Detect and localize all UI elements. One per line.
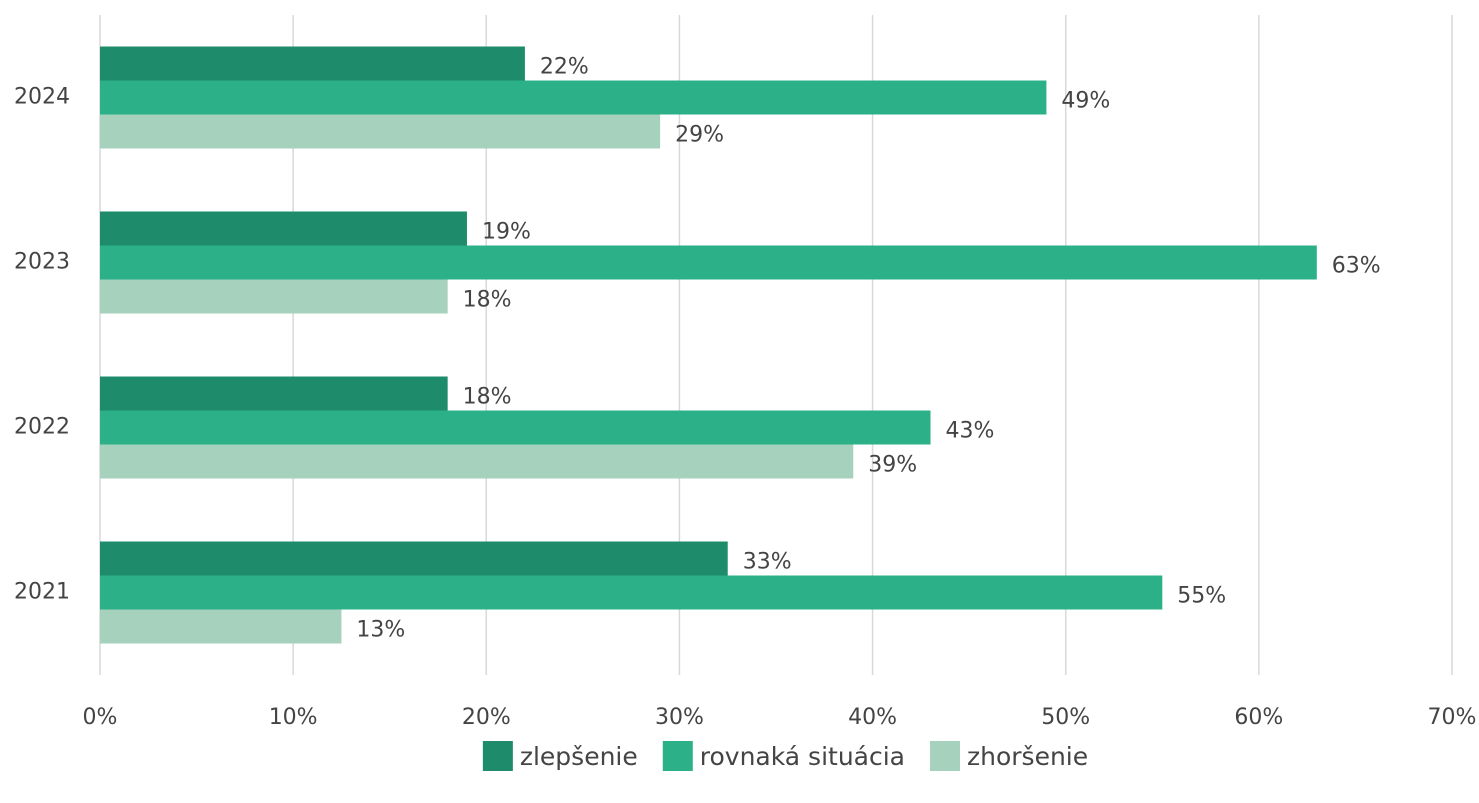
legend-swatch bbox=[930, 741, 961, 771]
data-label: 18% bbox=[463, 385, 512, 410]
bar bbox=[100, 410, 931, 445]
bar bbox=[100, 245, 1317, 280]
x-tick-label: 30% bbox=[655, 705, 704, 730]
bar bbox=[100, 211, 467, 246]
x-tick-label: 50% bbox=[1041, 705, 1090, 730]
data-label: 19% bbox=[482, 220, 531, 245]
bar bbox=[100, 575, 1163, 610]
bar bbox=[100, 279, 448, 314]
bar bbox=[100, 444, 854, 479]
x-tick-label: 0% bbox=[83, 705, 118, 730]
data-label: 63% bbox=[1332, 254, 1381, 279]
bar bbox=[100, 609, 342, 644]
data-label: 55% bbox=[1177, 584, 1226, 609]
data-label: 13% bbox=[356, 618, 405, 643]
y-tick-label: 2022 bbox=[14, 415, 70, 440]
bar bbox=[100, 114, 661, 149]
x-tick-label: 70% bbox=[1428, 705, 1477, 730]
data-label: 43% bbox=[946, 419, 995, 444]
bar bbox=[100, 46, 525, 81]
x-tick-label: 20% bbox=[462, 705, 511, 730]
bar bbox=[100, 376, 448, 411]
data-label: 22% bbox=[540, 55, 589, 80]
data-label: 49% bbox=[1061, 89, 1110, 114]
legend-label: zlepšenie bbox=[520, 742, 638, 771]
y-tick-label: 2021 bbox=[14, 580, 70, 605]
y-tick-label: 2023 bbox=[14, 250, 70, 275]
x-tick-label: 60% bbox=[1234, 705, 1283, 730]
data-label: 18% bbox=[463, 288, 512, 313]
x-tick-label: 40% bbox=[848, 705, 897, 730]
x-tick-label: 10% bbox=[269, 705, 318, 730]
legend-label: rovnaká situácia bbox=[700, 742, 905, 771]
data-label: 29% bbox=[675, 123, 724, 148]
legend-label: zhoršenie bbox=[967, 742, 1088, 771]
legend-swatch bbox=[482, 741, 513, 771]
y-tick-label: 2024 bbox=[14, 85, 70, 110]
data-label: 39% bbox=[868, 453, 917, 478]
legend-swatch bbox=[662, 741, 693, 771]
bar bbox=[100, 541, 728, 576]
data-label: 33% bbox=[743, 550, 792, 575]
bar bbox=[100, 80, 1047, 115]
